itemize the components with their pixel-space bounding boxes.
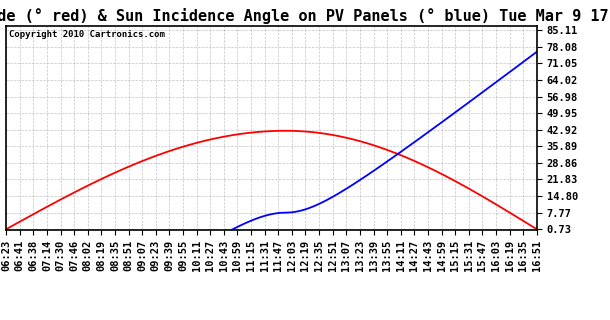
Text: Copyright 2010 Cartronics.com: Copyright 2010 Cartronics.com xyxy=(9,30,165,39)
Title: Sun Altitude (° red) & Sun Incidence Angle on PV Panels (° blue) Tue Mar 9 17:35: Sun Altitude (° red) & Sun Incidence Ang… xyxy=(0,8,610,24)
